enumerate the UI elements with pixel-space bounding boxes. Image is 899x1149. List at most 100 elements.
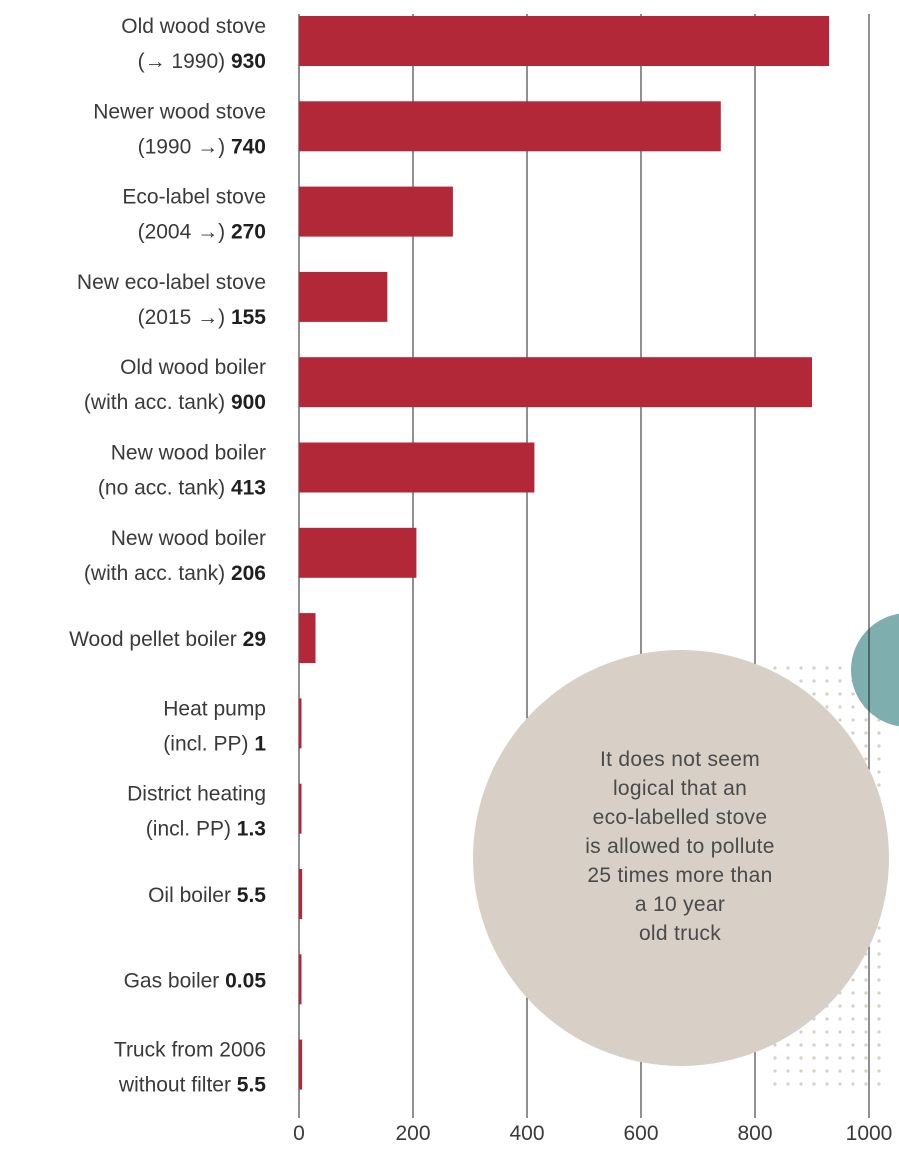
value-label: 0.05 [225, 969, 266, 992]
bar [299, 1039, 303, 1090]
category-label-line2: Oil boiler 5.5 [148, 884, 266, 907]
decor-dot [786, 666, 790, 670]
decor-dot [799, 1069, 803, 1073]
decor-dot [877, 783, 881, 787]
decor-dot [877, 952, 881, 956]
decor-dot [864, 1043, 868, 1047]
decor-dot [864, 978, 868, 982]
x-tick-label: 800 [737, 1122, 772, 1145]
decor-dot [864, 718, 868, 722]
value-label: 155 [231, 306, 266, 329]
decor-dot [851, 1017, 855, 1021]
decor-dot [773, 1082, 777, 1086]
decor-dot [786, 1056, 790, 1060]
callout-line: 25 times more than [587, 864, 773, 887]
category-label-line2: (with acc. tank) 900 [84, 391, 266, 414]
category-label-line1: New wood boiler [111, 527, 266, 550]
decor-dot [851, 731, 855, 735]
bars-layer [299, 16, 830, 1090]
decor-dot [838, 692, 842, 696]
decor-dot [812, 1030, 816, 1034]
callout-line: old truck [638, 922, 722, 945]
category-label-line2: (incl. PP) 1 [163, 732, 266, 755]
decor-dot [825, 679, 829, 683]
category-label-line2: (2004 →) 270 [138, 221, 266, 244]
decor-dot [812, 692, 816, 696]
decor-dot [877, 1043, 881, 1047]
decor-dot [825, 692, 829, 696]
x-tick-label: 600 [623, 1122, 658, 1145]
decor-dot [825, 1056, 829, 1060]
decor-dot [812, 1069, 816, 1073]
decor-dot [812, 666, 816, 670]
decor-dot [851, 991, 855, 995]
bar [299, 357, 812, 408]
category-label-line1: District heating [127, 783, 266, 806]
decor-dot [864, 757, 868, 761]
decor-dot [838, 666, 842, 670]
category-labels: Old wood stove (→ 1990) 930 Newer wood sto… [69, 15, 266, 1097]
decor-dot [864, 731, 868, 735]
bar [299, 16, 830, 66]
category-label-line2: without filter 5.5 [118, 1074, 266, 1097]
decor-dot [877, 926, 881, 930]
category-label-line1: Eco-label stove [122, 186, 266, 209]
decor-dot [786, 1043, 790, 1047]
value-label: 1 [254, 732, 266, 755]
decor-dot [838, 1030, 842, 1034]
bar [299, 698, 302, 749]
category-label-line2: Gas boiler 0.05 [124, 969, 267, 992]
decor-dot [877, 1030, 881, 1034]
decor-dot [851, 1030, 855, 1034]
category-label-line1: New eco-label stove [77, 271, 266, 294]
decor-dot [864, 1069, 868, 1073]
decor-dot [864, 1017, 868, 1021]
bar [299, 869, 303, 919]
decor-dot [773, 666, 777, 670]
callout-circle [473, 650, 889, 1066]
decor-dot [877, 744, 881, 748]
decor-dot [825, 1043, 829, 1047]
decor-dot [825, 1069, 829, 1073]
category-label-line1: Old wood stove [121, 15, 266, 38]
decor-dot [864, 1004, 868, 1008]
decor-dot [877, 731, 881, 735]
decor-dot [851, 1043, 855, 1047]
decor-dot [799, 1056, 803, 1060]
value-label: 270 [231, 221, 266, 244]
decor-dot [877, 991, 881, 995]
decor-dot [773, 1043, 777, 1047]
bar [299, 783, 302, 834]
bar [299, 271, 388, 322]
decor-dot [838, 679, 842, 683]
decor-dot [812, 1043, 816, 1047]
decor-dot [799, 1043, 803, 1047]
decor-dot [877, 965, 881, 969]
decor-dot [799, 666, 803, 670]
x-tick-label: 0 [293, 1122, 305, 1145]
decor-dot [877, 978, 881, 982]
teal-circle [851, 613, 899, 727]
bar [299, 442, 535, 493]
category-label-line2: Wood pellet boiler 29 [69, 628, 266, 651]
decor-dot [877, 1004, 881, 1008]
decor-dot [838, 1043, 842, 1047]
callout-line: a 10 year [634, 893, 726, 916]
value-label: 206 [231, 562, 266, 585]
decor-dot [851, 1056, 855, 1060]
bar [299, 186, 453, 237]
decor-dot [864, 991, 868, 995]
category-label-line2: (1990 →) 740 [138, 135, 266, 158]
decor-dot [864, 1030, 868, 1034]
category-label-line1: New wood boiler [111, 442, 266, 465]
category-label-line2: (no acc. tank) 413 [98, 477, 266, 500]
category-label-line1: Old wood boiler [120, 356, 266, 379]
bar [299, 954, 302, 1005]
decor-dot [864, 1082, 868, 1086]
x-tick-label: 1000 [846, 1122, 893, 1145]
decor-dot [864, 965, 868, 969]
decor-dot [825, 1082, 829, 1086]
decor-dot [773, 1056, 777, 1060]
decor-dot [799, 679, 803, 683]
